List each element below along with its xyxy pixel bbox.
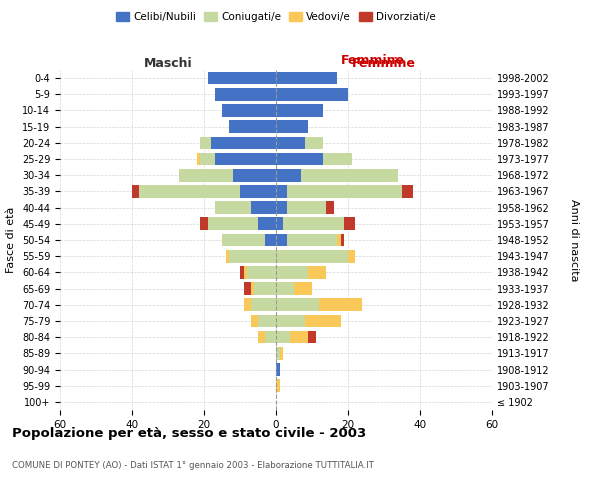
Bar <box>276 331 290 344</box>
Bar <box>280 347 283 360</box>
Text: Popolazione per età, sesso e stato civile - 2003: Popolazione per età, sesso e stato civil… <box>12 427 366 440</box>
Bar <box>283 218 344 230</box>
Text: Femmine: Femmine <box>352 57 416 70</box>
Bar <box>319 298 362 311</box>
Bar <box>276 152 323 166</box>
Bar <box>258 331 265 344</box>
Bar <box>276 202 287 214</box>
Bar <box>276 136 305 149</box>
Bar <box>226 250 229 262</box>
Bar <box>276 234 287 246</box>
Bar <box>276 72 337 85</box>
Bar <box>222 234 265 246</box>
Bar <box>179 169 233 181</box>
Bar <box>287 185 402 198</box>
Bar <box>251 298 276 311</box>
Bar <box>265 331 276 344</box>
Bar <box>276 104 323 117</box>
Bar <box>229 120 276 133</box>
Bar <box>276 314 305 328</box>
Bar <box>276 380 280 392</box>
Bar <box>254 282 276 295</box>
Bar <box>276 185 287 198</box>
Bar <box>276 88 348 101</box>
Bar <box>276 266 308 278</box>
Bar <box>200 136 211 149</box>
Bar <box>211 136 276 149</box>
Legend: Celibi/Nubili, Coniugati/e, Vedovi/e, Divorziati/e: Celibi/Nubili, Coniugati/e, Vedovi/e, Di… <box>112 8 440 26</box>
Bar <box>308 266 326 278</box>
Bar <box>308 331 316 344</box>
Bar <box>251 314 258 328</box>
Bar <box>251 202 276 214</box>
Bar <box>200 218 208 230</box>
Bar <box>276 120 308 133</box>
Bar <box>326 202 334 214</box>
Bar <box>323 152 352 166</box>
Bar <box>287 202 326 214</box>
Text: COMUNE DI PONTEY (AO) - Dati ISTAT 1° gennaio 2003 - Elaborazione TUTTITALIA.IT: COMUNE DI PONTEY (AO) - Dati ISTAT 1° ge… <box>12 461 374 470</box>
Bar <box>305 314 341 328</box>
Bar <box>208 72 276 85</box>
Bar <box>402 185 413 198</box>
Bar <box>132 185 139 198</box>
Bar <box>222 104 276 117</box>
Bar <box>294 282 312 295</box>
Bar <box>348 250 355 262</box>
Bar <box>229 250 276 262</box>
Bar <box>276 169 301 181</box>
Bar <box>290 331 308 344</box>
Bar <box>341 234 344 246</box>
Bar <box>301 169 398 181</box>
Bar <box>276 363 280 376</box>
Bar <box>215 152 276 166</box>
Bar <box>215 202 251 214</box>
Bar <box>233 169 276 181</box>
Bar <box>240 185 276 198</box>
Bar <box>276 250 348 262</box>
Text: Femmine: Femmine <box>341 54 405 66</box>
Bar <box>139 185 240 198</box>
Bar <box>247 266 276 278</box>
Bar <box>240 266 244 278</box>
Text: Maschi: Maschi <box>143 57 193 70</box>
Bar <box>265 234 276 246</box>
Bar <box>244 266 247 278</box>
Bar <box>197 152 200 166</box>
Bar <box>276 282 294 295</box>
Bar <box>344 218 355 230</box>
Bar <box>305 136 323 149</box>
Bar <box>244 298 251 311</box>
Bar <box>215 88 276 101</box>
Bar <box>244 282 251 295</box>
Bar <box>200 152 215 166</box>
Bar <box>276 298 319 311</box>
Bar <box>337 234 341 246</box>
Bar <box>287 234 337 246</box>
Bar <box>258 218 276 230</box>
Y-axis label: Fasce di età: Fasce di età <box>7 207 16 273</box>
Bar <box>276 347 280 360</box>
Bar <box>208 218 258 230</box>
Bar <box>258 314 276 328</box>
Bar <box>276 218 283 230</box>
Bar <box>251 282 254 295</box>
Y-axis label: Anni di nascita: Anni di nascita <box>569 198 579 281</box>
